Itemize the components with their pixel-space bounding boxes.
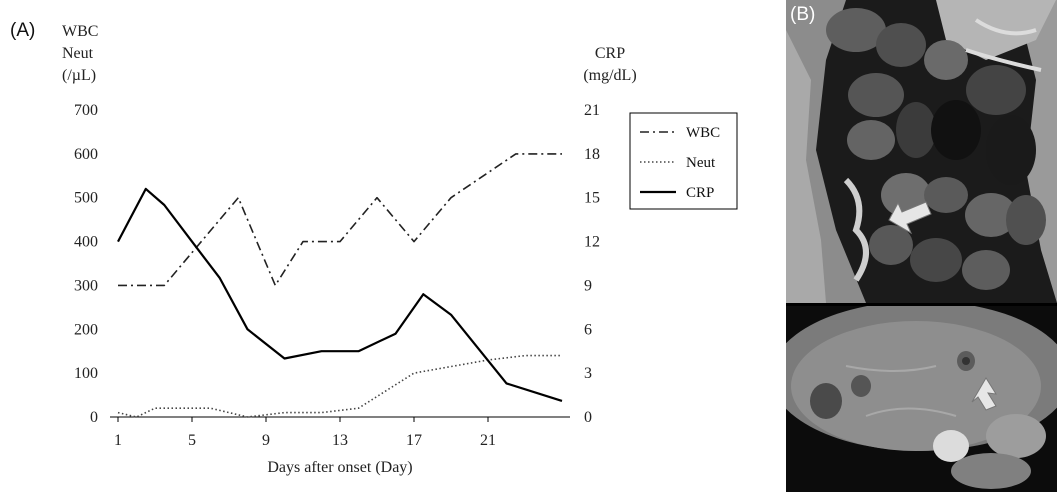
left-tick-label: 100: [74, 365, 98, 382]
right-tick-label: 0: [584, 409, 592, 426]
legend-box: [629, 112, 738, 210]
left-axis-label-line: WBC: [62, 23, 98, 40]
x-tick-label: 17: [406, 432, 422, 449]
right-axis-label-line: (mg/dL): [583, 67, 636, 84]
right-tick-label: 12: [584, 234, 600, 251]
left-tick-label: 300: [74, 277, 98, 294]
left-axis-label: WBC Neut (/µL): [62, 23, 98, 84]
left-axis-ticks: 0 100 200 300 400 500 600 700: [74, 102, 98, 426]
right-tick-label: 6: [584, 321, 592, 338]
right-axis-ticks: 0 3 6 9 12 15 18 21: [584, 102, 600, 426]
x-tick-label: 1: [114, 432, 122, 449]
left-tick-label: 200: [74, 321, 98, 338]
left-tick-label: 500: [74, 190, 98, 207]
ct-image-coronal: [786, 0, 1057, 303]
left-axis-label-line: Neut: [62, 45, 94, 62]
series-line-neut: [117, 354, 562, 418]
arrow-icon: [888, 201, 932, 235]
right-tick-label: 9: [584, 277, 592, 294]
right-axis-label: CRP (mg/dL): [583, 45, 636, 84]
x-axis-ticks: 1 5 9 13 17 21: [114, 417, 496, 449]
x-tick-label: 5: [188, 432, 196, 449]
series-line-crp: [117, 187, 563, 402]
legend-label-neut: Neut: [686, 155, 716, 171]
x-axis-title: Days after onset (Day): [267, 459, 412, 476]
ct-image-axial: [786, 306, 1057, 492]
right-tick-label: 18: [584, 146, 600, 163]
left-tick-label: 0: [90, 409, 98, 426]
left-axis-label-line: (/µL): [62, 67, 96, 84]
legend-label-wbc: WBC: [686, 125, 720, 141]
legend-label-crp: CRP: [686, 185, 714, 201]
left-tick-label: 400: [74, 234, 98, 251]
x-tick-label: 9: [262, 432, 270, 449]
panel-b-label: (B): [790, 4, 816, 25]
left-tick-label: 700: [74, 102, 98, 119]
legend: WBC Neut CRP: [629, 112, 738, 210]
chart-panel-a: (A) WBC Neut (/µL) CRP (mg/dL) 0 100 200 300 40…: [10, 20, 738, 476]
right-axis-label-line: CRP: [595, 45, 625, 62]
right-tick-label: 21: [584, 102, 600, 119]
x-tick-label: 21: [480, 432, 496, 449]
right-tick-label: 15: [584, 190, 600, 207]
series-group: [117, 153, 563, 418]
panel-a-label: (A): [10, 20, 35, 41]
right-tick-label: 3: [584, 365, 592, 382]
left-tick-label: 600: [74, 146, 98, 163]
series-line-wbc: [118, 153, 562, 287]
arrow-icon: [971, 377, 997, 411]
x-tick-label: 13: [332, 432, 348, 449]
ct-image-panel: (B): [786, 0, 1057, 492]
